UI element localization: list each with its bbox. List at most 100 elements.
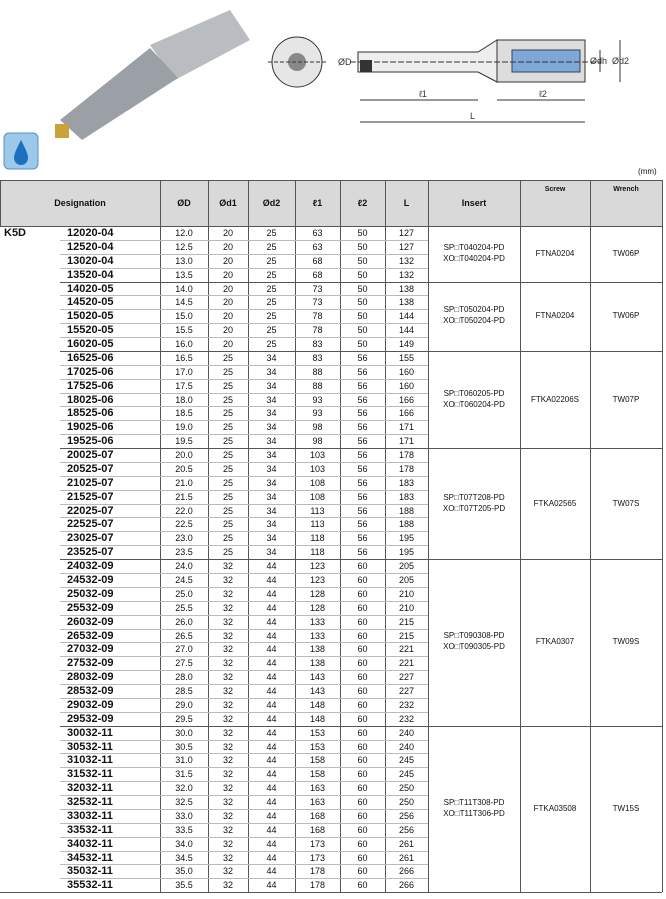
cell: 155	[398, 352, 415, 363]
cell: 60	[357, 797, 368, 808]
cell: 60	[357, 602, 368, 613]
header-cell: Ød1	[219, 198, 237, 208]
cell: 34.0	[175, 838, 193, 849]
cell: 132	[398, 269, 415, 280]
designation: 32032-11	[67, 782, 113, 795]
cell: 35.5	[175, 880, 193, 891]
cell: 23.5	[175, 547, 193, 558]
row-rule	[60, 406, 428, 408]
cell: 32	[222, 713, 233, 724]
cell: 44	[266, 810, 277, 821]
cell: 123	[309, 575, 326, 585]
wrench: TW06P	[612, 311, 640, 321]
cell: 56	[357, 408, 368, 419]
cell: 261	[398, 852, 415, 863]
designation: 29532-09	[67, 712, 114, 725]
cell: 25	[266, 311, 277, 322]
wrench: TW09S	[612, 637, 640, 647]
cell: 32	[222, 602, 233, 613]
cell: 133	[309, 630, 326, 641]
insert-icon	[55, 124, 69, 138]
cell: 32	[222, 838, 233, 849]
designation: 15520-05	[67, 324, 114, 337]
cell: 32	[222, 755, 233, 766]
cell: 183	[398, 491, 415, 502]
cell: 153	[309, 727, 326, 738]
cell: 138	[398, 297, 415, 308]
cell: 256	[398, 824, 415, 835]
cell: 50	[357, 339, 368, 350]
cell: 240	[398, 727, 415, 738]
rule	[0, 892, 662, 894]
cell: 24.0	[175, 561, 193, 572]
cell: 60	[357, 630, 368, 641]
row-rule	[60, 808, 428, 810]
row-rule	[60, 586, 428, 588]
label: ØD	[338, 57, 352, 67]
cell: 261	[398, 838, 415, 849]
cell: 50	[357, 283, 368, 294]
cell: 60	[357, 672, 368, 683]
screw: FTNA0204	[535, 311, 575, 321]
designation: 31032-11	[67, 754, 113, 767]
cell: 33.0	[175, 810, 193, 821]
cell: 15.0	[175, 311, 193, 322]
cell: 173	[309, 838, 326, 849]
row-rule	[60, 656, 428, 658]
cell: 227	[398, 686, 415, 697]
cell: 20	[222, 255, 233, 266]
designation: 26532-09	[67, 629, 114, 642]
cell: 178	[398, 450, 415, 461]
cell: 205	[398, 575, 415, 585]
cell: 88	[312, 380, 323, 391]
col-rule	[0, 180, 1, 226]
cell: 60	[357, 824, 368, 835]
cell: 50	[357, 269, 368, 280]
row-rule	[60, 295, 428, 297]
cell: 188	[398, 519, 415, 530]
cell: 60	[357, 880, 368, 891]
cell: 32	[222, 561, 233, 572]
drawing: ØD Ødh Ød2 ℓ1 ℓ2 L	[3, 10, 629, 170]
cell: 60	[357, 741, 368, 752]
row-rule	[60, 503, 428, 505]
insert: SP□T060205-PD	[443, 388, 505, 398]
cell: 24.5	[175, 575, 193, 585]
cell: 144	[398, 311, 415, 322]
insert: SP□T040204-PD	[443, 242, 505, 252]
cell: 19.5	[175, 436, 193, 447]
cell: 88	[312, 366, 323, 377]
cell: 68	[312, 255, 323, 266]
cell: 44	[266, 602, 277, 613]
cell: 22.5	[175, 519, 193, 530]
row-rule	[60, 392, 428, 394]
insert: SP□T050204-PD	[443, 305, 505, 315]
col-rule	[520, 180, 521, 893]
cell: 34	[266, 491, 277, 502]
designation: 18525-06	[67, 407, 114, 420]
cell: 83	[312, 352, 323, 363]
cell: 215	[398, 616, 415, 627]
cell: 44	[266, 658, 277, 669]
designation: 20025-07	[67, 449, 114, 462]
row-rule	[60, 253, 428, 255]
shank-flat	[511, 49, 581, 73]
cell: 50	[357, 241, 368, 252]
cell: 98	[312, 422, 323, 433]
cell: 33.5	[175, 824, 193, 835]
row-rule	[60, 267, 428, 269]
cell: 60	[357, 616, 368, 627]
cell: 56	[357, 533, 368, 544]
designation: 33532-11	[67, 823, 113, 836]
cell: 108	[309, 477, 326, 488]
designation: 14520-05	[67, 296, 114, 309]
row-rule	[60, 337, 428, 339]
cell: 34	[266, 436, 277, 447]
designation: 20525-07	[67, 462, 114, 475]
cell: 60	[357, 810, 368, 821]
cell: 266	[398, 880, 415, 891]
cell: 25	[266, 297, 277, 308]
cell: 148	[309, 713, 326, 724]
cell: 149	[398, 339, 415, 350]
row-rule	[60, 739, 428, 741]
